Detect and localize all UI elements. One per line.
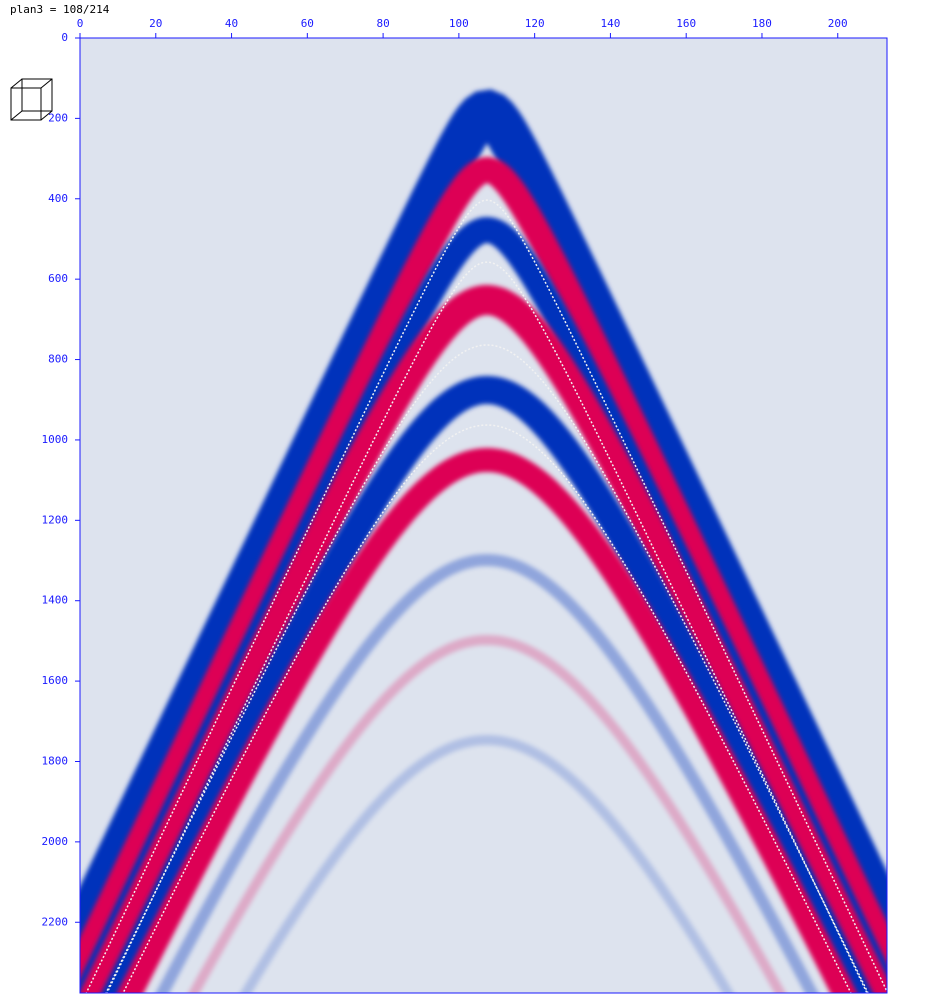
wave-zero <box>105 344 869 993</box>
y-tick-label: 2000 <box>42 835 69 848</box>
y-tick-label: 200 <box>48 111 68 124</box>
x-tick-label: 180 <box>752 17 772 30</box>
x-tick-label: 60 <box>301 17 314 30</box>
wave-band <box>188 634 786 993</box>
y-tick-label: 1600 <box>42 674 69 687</box>
wave-band <box>116 447 858 993</box>
x-tick-label: 100 <box>449 17 469 30</box>
y-tick-label: 1800 <box>42 754 69 767</box>
wave-zero <box>122 424 852 993</box>
x-tick-label: 20 <box>149 17 162 30</box>
wave-zero <box>85 199 887 993</box>
wave-band <box>101 375 873 993</box>
y-tick-label: 600 <box>48 272 68 285</box>
wavefield <box>80 89 887 993</box>
cube-icon <box>10 78 53 121</box>
wave-band <box>80 89 887 989</box>
x-tick-label: 140 <box>600 17 620 30</box>
y-tick-label: 2200 <box>42 915 69 928</box>
wave-band <box>80 284 887 993</box>
wave-band <box>80 156 887 993</box>
x-tick-label: 0 <box>77 17 84 30</box>
y-tick-label: 1200 <box>42 513 69 526</box>
wave-band <box>155 553 819 993</box>
plot-frame <box>79 37 888 994</box>
y-tick-label: 400 <box>48 192 68 205</box>
x-tick-label: 80 <box>376 17 389 30</box>
wave-zero <box>106 261 868 993</box>
wave-band <box>240 734 734 993</box>
x-tick-label: 40 <box>225 17 238 30</box>
x-tick-label: 120 <box>525 17 545 30</box>
x-tick-label: 200 <box>828 17 848 30</box>
y-tick-label: 0 <box>61 31 68 44</box>
title: plan3 = 108/214 <box>10 3 110 16</box>
x-tick-label: 160 <box>676 17 696 30</box>
y-tick-label: 1000 <box>42 433 69 446</box>
y-tick-label: 1400 <box>42 594 69 607</box>
y-tick-label: 800 <box>48 353 68 366</box>
